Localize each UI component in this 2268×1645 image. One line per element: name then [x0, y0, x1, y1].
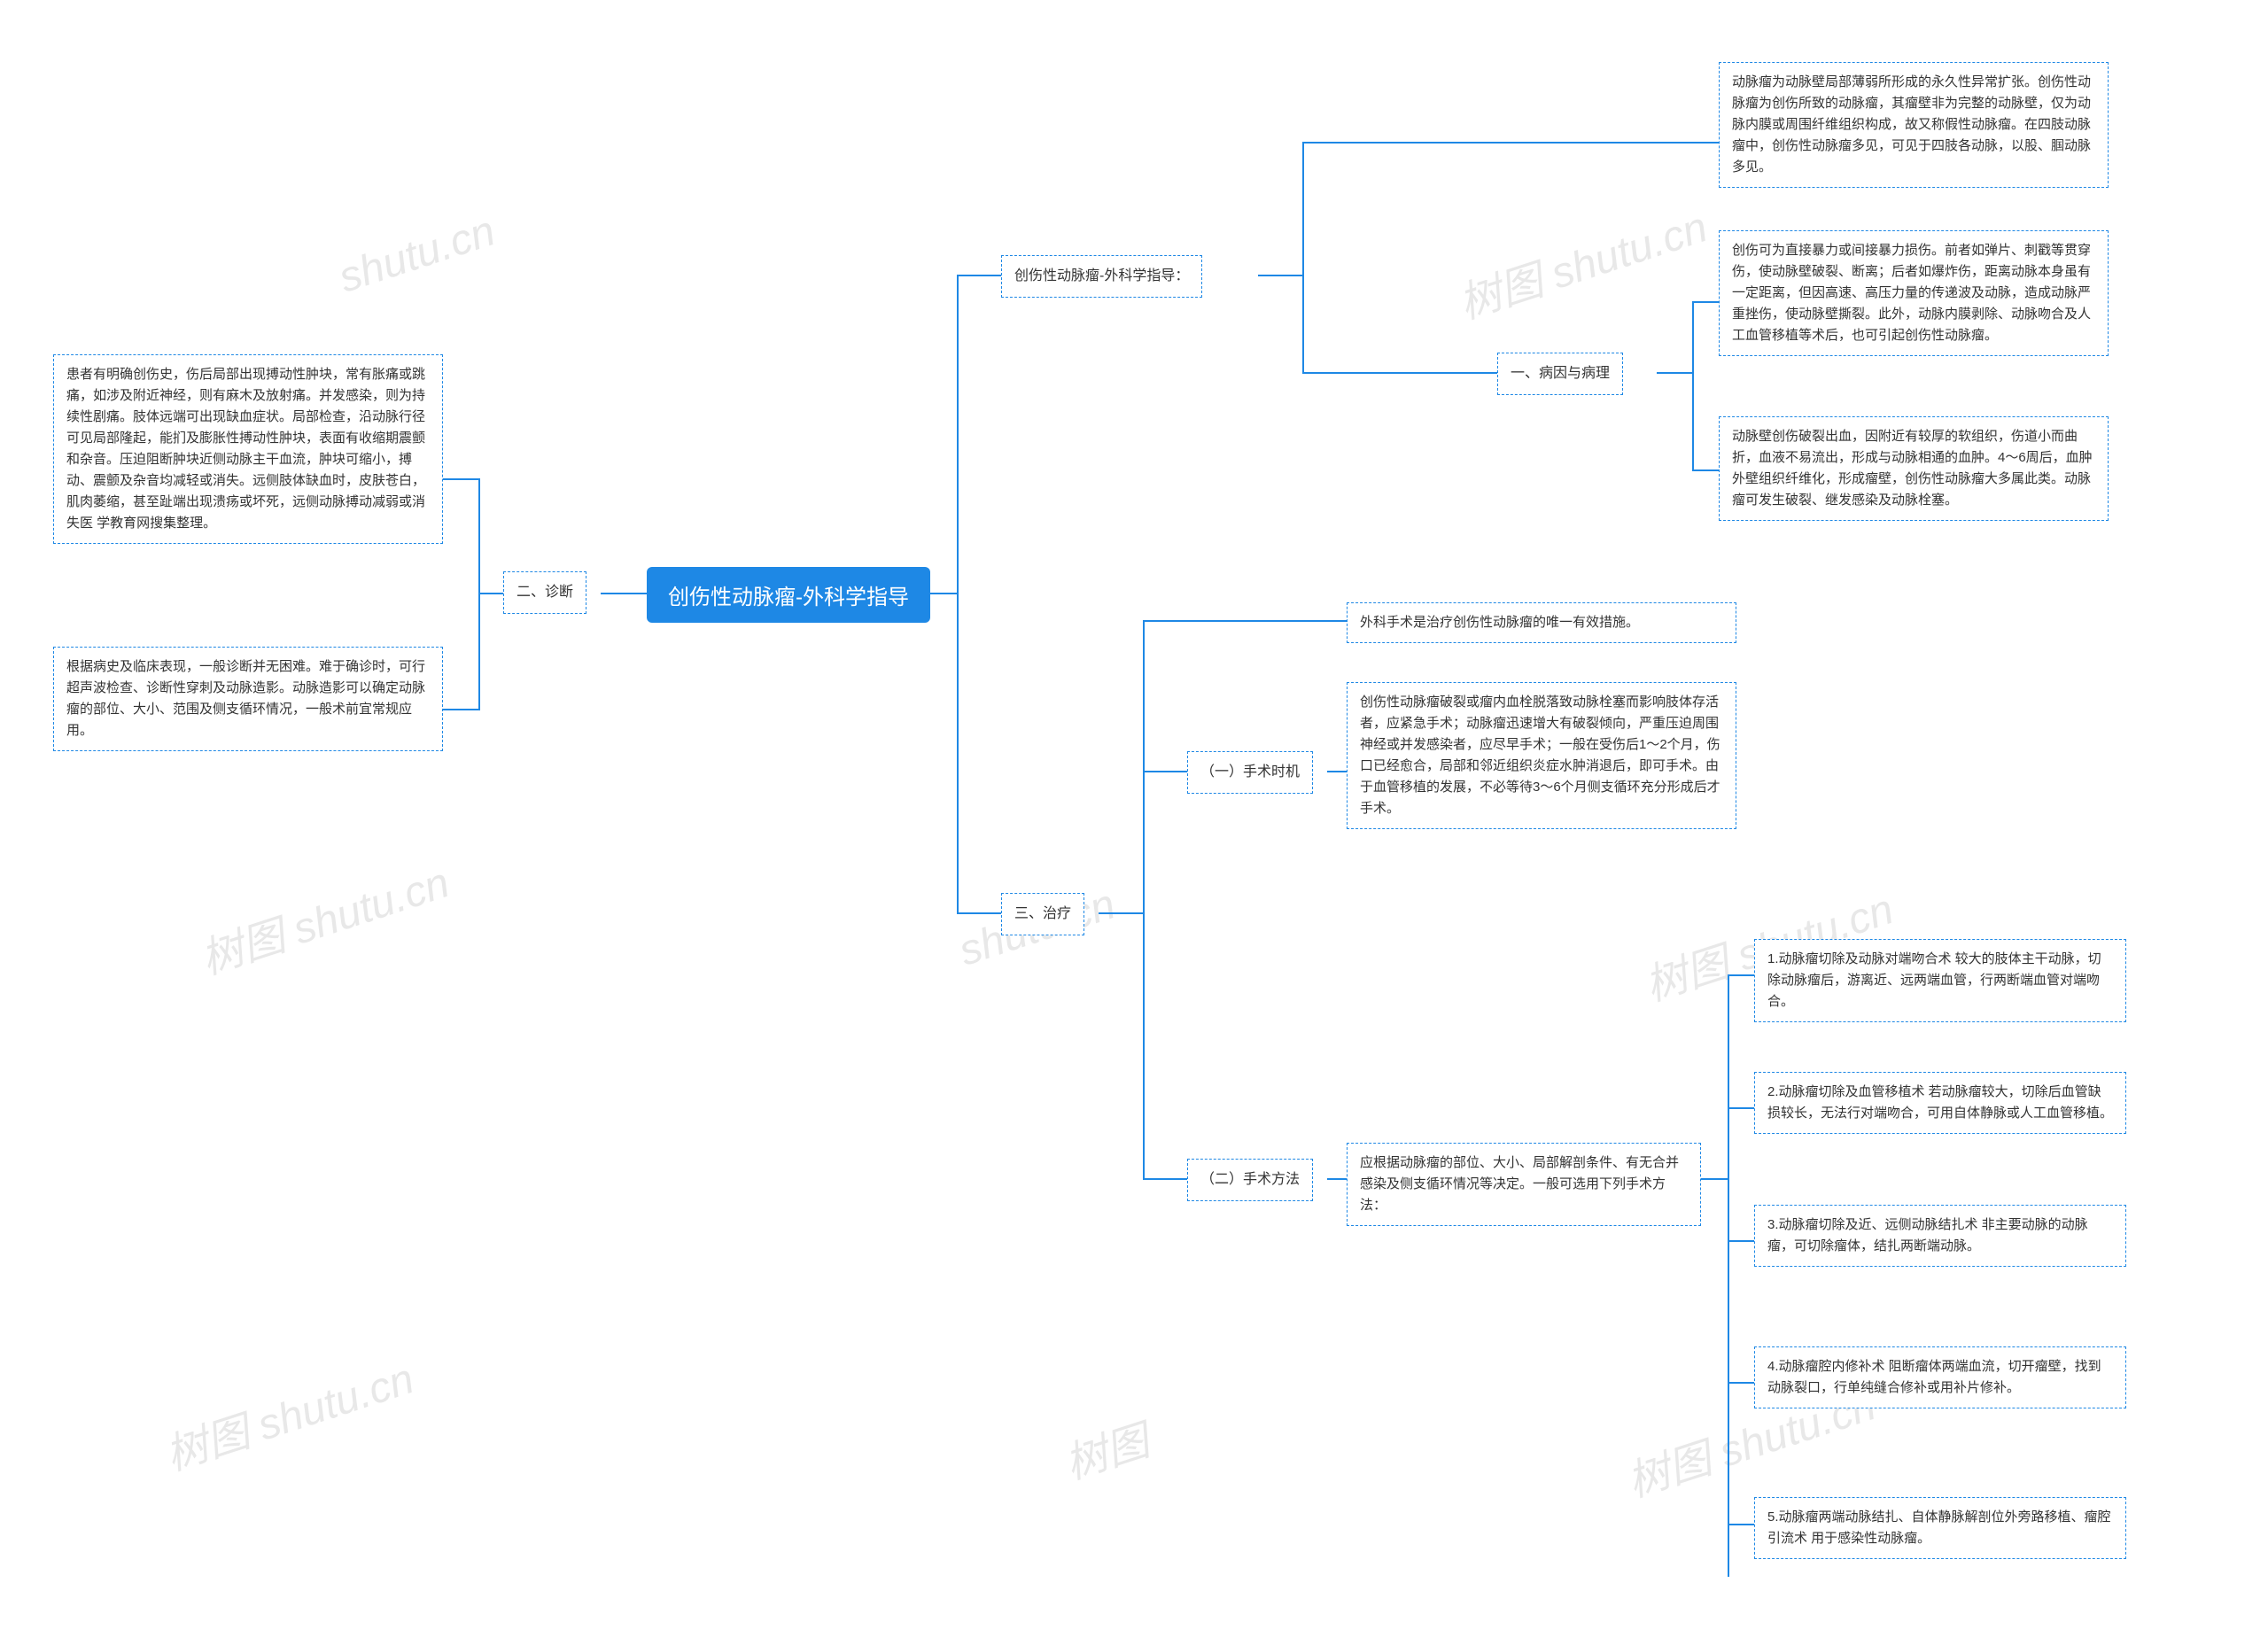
connector	[1143, 620, 1145, 1178]
connector	[1692, 469, 1719, 471]
leaf-etiology-2: 动脉壁创伤破裂出血，因附近有较厚的软组织，伤道小而曲折，血液不易流出，形成与动脉…	[1719, 416, 2109, 521]
connector	[1099, 912, 1143, 914]
connector	[1728, 974, 1729, 1577]
connector	[1692, 301, 1694, 469]
connector	[957, 275, 959, 912]
connector	[1728, 1107, 1754, 1109]
connector	[1728, 1524, 1754, 1525]
node-treatment[interactable]: 三、治疗	[1001, 893, 1084, 935]
leaf-method-1: 1.动脉瘤切除及动脉对端吻合术 较大的肢体主干动脉，切除动脉瘤后，游离近、远两端…	[1754, 939, 2126, 1022]
connector	[1327, 771, 1347, 772]
connector	[1657, 372, 1692, 374]
leaf-method-2: 2.动脉瘤切除及血管移植术 若动脉瘤较大，切除后血管缺损较长，无法行对端吻合，可…	[1754, 1072, 2126, 1134]
leaf-method-4: 4.动脉瘤腔内修补术 阻断瘤体两端血流，切开瘤壁，找到动脉裂口，行单纯缝合修补或…	[1754, 1346, 2126, 1408]
connector	[601, 593, 647, 594]
connector	[1143, 620, 1347, 622]
connector	[478, 478, 480, 710]
leaf-methods-intro: 应根据动脉瘤的部位、大小、局部解剖条件、有无合并感染及侧支循环情况等决定。一般可…	[1347, 1143, 1701, 1226]
leaf-intro-def: 动脉瘤为动脉壁局部薄弱所形成的永久性异常扩张。创伤性动脉瘤为创伤所致的动脉瘤，其…	[1719, 62, 2109, 188]
connector	[478, 593, 503, 594]
leaf-treatment-intro: 外科手术是治疗创伤性动脉瘤的唯一有效措施。	[1347, 602, 1736, 643]
node-etiology[interactable]: 一、病因与病理	[1497, 353, 1623, 395]
connector	[1692, 301, 1719, 303]
watermark: 树图 shutu.cn	[1449, 192, 1713, 330]
connector	[1302, 372, 1497, 374]
connector	[957, 912, 1001, 914]
node-intro[interactable]: 创伤性动脉瘤-外科学指导：	[1001, 255, 1202, 298]
connector	[1728, 1382, 1754, 1384]
leaf-diagnosis-2: 根据病史及临床表现，一般诊断并无困难。难于确诊时，可行超声波检查、诊断性穿刺及动…	[53, 647, 443, 751]
connector	[1302, 142, 1719, 144]
connector	[1143, 1178, 1187, 1180]
connector	[443, 709, 478, 710]
connector	[1327, 1178, 1347, 1180]
connector	[443, 478, 478, 480]
leaf-diagnosis-1: 患者有明确创伤史，伤后局部出现搏动性肿块，常有胀痛或跳痛，如涉及附近神经，则有麻…	[53, 354, 443, 544]
root-node[interactable]: 创伤性动脉瘤-外科学指导	[647, 567, 930, 623]
leaf-method-3: 3.动脉瘤切除及近、远侧动脉结扎术 非主要动脉的动脉瘤，可切除瘤体，结扎两断端动…	[1754, 1205, 2126, 1267]
node-diagnosis[interactable]: 二、诊断	[503, 571, 586, 614]
connector	[1143, 771, 1187, 772]
leaf-etiology-1: 创伤可为直接暴力或间接暴力损伤。前者如弹片、刺戳等贯穿伤，使动脉壁破裂、断离；后…	[1719, 230, 2109, 356]
connector	[957, 275, 1001, 276]
connector	[1701, 1178, 1728, 1180]
watermark: 树图	[1056, 1406, 1156, 1491]
watermark: shutu.cn	[333, 206, 501, 302]
node-timing[interactable]: （一）手术时机	[1187, 751, 1313, 794]
connector	[1728, 974, 1754, 976]
connector	[1302, 142, 1304, 372]
watermark: 树图 shutu.cn	[156, 1344, 420, 1482]
leaf-timing: 创伤性动脉瘤破裂或瘤内血栓脱落致动脉栓塞而影响肢体存活者，应紧急手术；动脉瘤迅速…	[1347, 682, 1736, 829]
connector	[1728, 1240, 1754, 1242]
leaf-method-5: 5.动脉瘤两端动脉结扎、自体静脉解剖位外旁路移植、瘤腔引流术 用于感染性动脉瘤。	[1754, 1497, 2126, 1559]
node-methods[interactable]: （二）手术方法	[1187, 1159, 1313, 1201]
connector	[1258, 275, 1302, 276]
watermark: 树图 shutu.cn	[191, 848, 455, 986]
